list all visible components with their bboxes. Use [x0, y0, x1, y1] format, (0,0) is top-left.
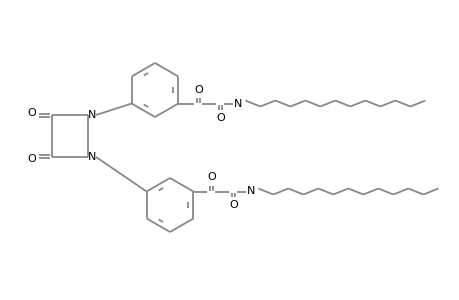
Text: N: N: [234, 98, 242, 109]
Text: O: O: [207, 172, 215, 182]
Text: O: O: [216, 112, 224, 122]
Text: O: O: [229, 200, 237, 211]
Text: N: N: [246, 187, 255, 196]
Text: N: N: [88, 110, 96, 120]
Text: N: N: [88, 152, 96, 162]
Text: O: O: [194, 85, 202, 94]
Text: O: O: [28, 154, 36, 164]
Text: O: O: [28, 108, 36, 118]
